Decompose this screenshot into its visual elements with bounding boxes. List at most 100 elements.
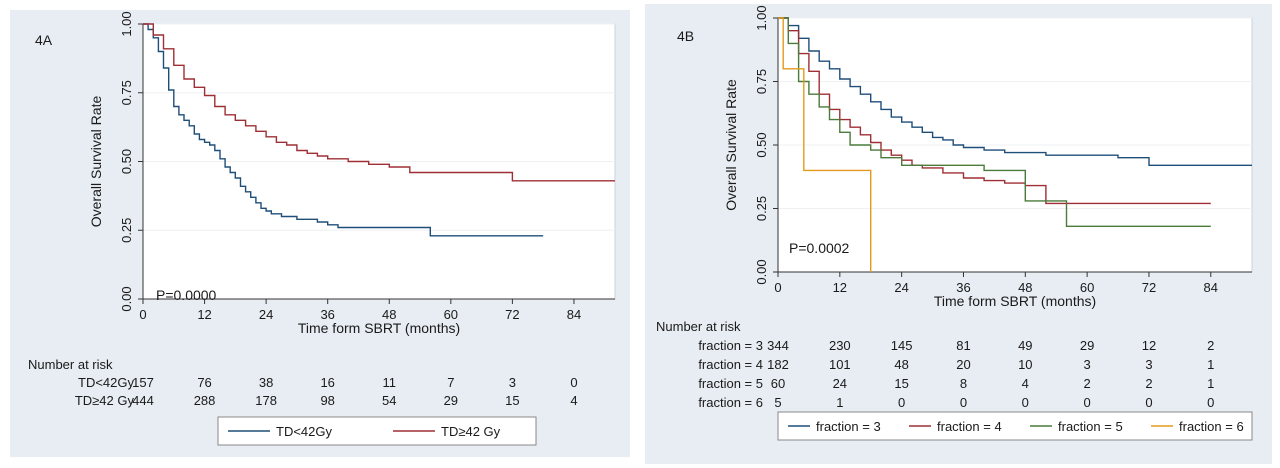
risk-table-cell: 344 [767,338,789,353]
survival-curve-1 [778,17,1252,166]
risk-table-cell: 0 [570,375,577,390]
x-tick-label: 72 [505,307,519,322]
risk-table-row-label: TD≥42 Gy [75,393,135,408]
risk-table-cell: 8 [960,376,967,391]
risk-table-row-label: fraction = 4 [698,357,763,372]
legend-label: fraction = 3 [816,419,881,434]
risk-table-cell: 15 [894,376,908,391]
x-tick-label: 84 [567,307,581,322]
p-value: P=0.0000 [156,287,217,303]
risk-table-title: Number at risk [28,357,113,372]
risk-table-cell: 24 [833,376,847,391]
risk-table-cell: 178 [255,393,277,408]
risk-table-cell: 16 [320,375,334,390]
y-axis-label: Overall Survival Rate [88,96,104,228]
risk-table-cell: 76 [197,375,211,390]
panel-4a: 0.00 0.25 0.50 0.75 1.00 0 12 24 36 48 60 72 84 Time … [10,10,630,457]
y-tick-label: 0.75 [119,80,134,105]
risk-table-row-label: fraction = 3 [698,338,763,353]
x-tick-label: 12 [833,280,847,295]
x-tick-label: 36 [320,307,334,322]
survival-curve-2 [778,17,1211,205]
x-tick-label: 48 [1018,280,1032,295]
p-value: P=0.0002 [789,240,850,256]
risk-table-cell: 0 [1084,395,1091,410]
legend-label: TD≥42 Gy [441,424,501,439]
risk-table-cell: 7 [447,375,454,390]
panel-label: 4B [677,28,694,44]
risk-table-cell: 81 [956,338,970,353]
risk-table-cell: 4 [1022,376,1029,391]
risk-table-cell: 29 [444,393,458,408]
risk-table-cell: 101 [829,357,851,372]
x-tick-label: 24 [259,307,273,322]
panel-4b: 0.00 0.25 0.50 0.75 1.00 0 12 24 36 48 60 72 84 Time … [645,4,1272,464]
risk-table-cell: 20 [956,357,970,372]
risk-table-cell: 15 [505,393,519,408]
y-tick-label: 0.25 [754,196,769,221]
risk-table-cell: 288 [194,393,216,408]
risk-table-cell: 2 [1145,376,1152,391]
risk-table-title: Number at risk [656,319,741,334]
y-tick-label: 0.25 [119,218,134,243]
x-tick-label: 72 [1142,280,1156,295]
survival-curve-3 [778,17,1211,227]
risk-table-cell: 0 [898,395,905,410]
risk-table-cell: 157 [132,375,154,390]
risk-table-cell: 0 [1022,395,1029,410]
x-tick-label: 24 [894,280,908,295]
risk-table-cell: 54 [382,393,396,408]
risk-table-cell: 1 [1207,357,1214,372]
risk-table-cell: 182 [767,357,789,372]
x-tick-label: 84 [1204,280,1218,295]
risk-table-cell: 0 [1207,395,1214,410]
risk-table-cell: 4 [570,393,577,408]
x-tick-label: 0 [139,307,146,322]
risk-table-cell: 444 [132,393,154,408]
y-tick-label: 1.00 [754,5,769,30]
survival-curve-2 [143,23,615,182]
legend-label: fraction = 6 [1179,419,1244,434]
risk-table-cell: 3 [1084,357,1091,372]
risk-table-cell: 145 [891,338,913,353]
risk-table-cell: 49 [1018,338,1032,353]
legend-box [217,416,537,446]
legend-box [777,411,1253,441]
risk-table-cell: 0 [1145,395,1152,410]
x-tick-label: 12 [197,307,211,322]
risk-table-cell: 11 [383,375,397,390]
legend-label: fraction = 5 [1058,419,1123,434]
panel-label: 4A [35,32,53,48]
y-tick-label: 0.00 [754,259,769,284]
risk-table-row-label: TD<42Gy [78,375,134,390]
x-axis-label: Time form SBRT (months) [298,320,460,336]
y-tick-label: 1.00 [119,11,134,36]
risk-table-cell: 38 [259,375,273,390]
x-tick-label: 36 [956,280,970,295]
risk-table-row-label: fraction = 5 [698,376,763,391]
risk-table-cell: 29 [1080,338,1094,353]
risk-table-cell: 1 [1207,376,1214,391]
x-tick-label: 60 [1080,280,1094,295]
y-tick-label: 0.50 [754,132,769,157]
legend-label: fraction = 4 [937,419,1002,434]
y-tick-label: 0.50 [119,149,134,174]
km-chart-4b: 0.000.250.500.751.000 12 24 36 48 60 72 84Time … [656,5,1253,441]
risk-table-cell: 1 [836,395,843,410]
risk-table-cell: 230 [829,338,851,353]
y-tick-label: 0.00 [119,286,134,311]
risk-table-cell: 98 [320,393,334,408]
legend-label: TD<42Gy [276,424,332,439]
risk-table-cell: 2 [1207,338,1214,353]
risk-table-row-label: fraction = 6 [698,395,763,410]
risk-table-cell: 60 [771,376,785,391]
x-tick-label: 0 [774,280,781,295]
y-tick-label: 0.75 [754,69,769,94]
risk-table-cell: 12 [1142,338,1156,353]
risk-table-cell: 10 [1018,357,1032,372]
x-tick-label: 60 [444,307,458,322]
risk-table-cell: 5 [774,395,781,410]
x-axis-label: Time form SBRT (months) [934,293,1096,309]
x-tick-label: 48 [382,307,396,322]
risk-table-cell: 3 [1145,357,1152,372]
